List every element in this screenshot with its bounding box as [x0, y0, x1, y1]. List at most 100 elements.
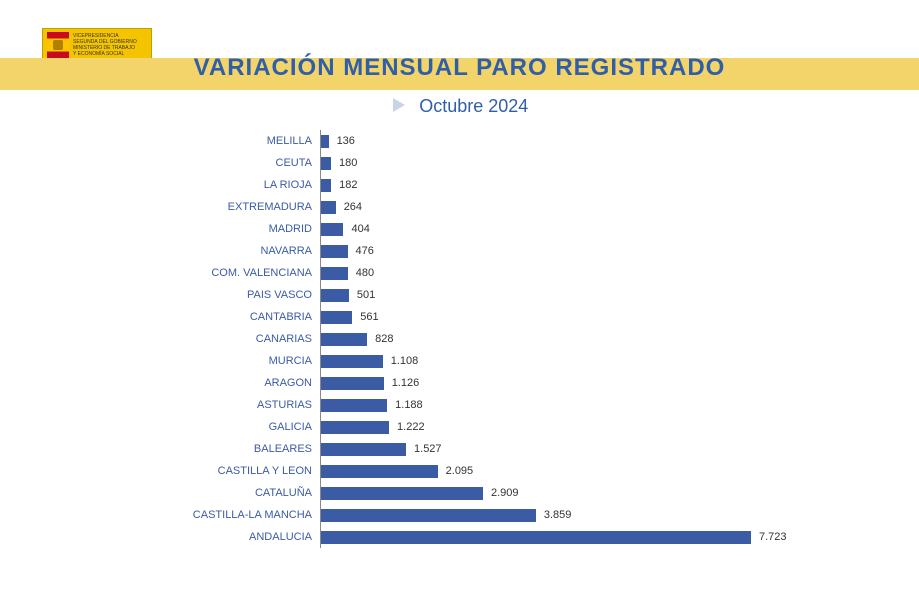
chart-row-label: PAIS VASCO	[110, 289, 320, 301]
chart-row-label: EXTREMADURA	[110, 201, 320, 213]
chart-row-label: CATALUÑA	[110, 487, 320, 499]
bar	[321, 509, 536, 522]
bar	[321, 201, 336, 214]
bar-wrap: 264	[321, 196, 850, 218]
bar-wrap: 1.108	[321, 350, 850, 372]
bar-wrap: 136	[321, 130, 850, 152]
bar-wrap: 501	[321, 284, 850, 306]
bar-value: 264	[344, 201, 362, 213]
bar	[321, 223, 343, 236]
bar-value: 3.859	[544, 509, 572, 521]
bar-wrap: 828	[321, 328, 850, 350]
chart-row-label: ARAGON	[110, 377, 320, 389]
bar	[321, 487, 483, 500]
chart-row-label: CASTILLA Y LEON	[110, 465, 320, 477]
bar	[321, 333, 367, 346]
chart-row-label: COM. VALENCIANA	[110, 267, 320, 279]
bar-wrap: 3.859	[321, 504, 850, 526]
bar-value: 501	[357, 289, 375, 301]
bar-wrap: 476	[321, 240, 850, 262]
bar-value: 1.108	[391, 355, 419, 367]
bar-chart: MELILLA 136 CEUTA 180 LA RIOJA 182 EXTREMADURA…	[110, 130, 850, 570]
chart-row: COM. VALENCIANA 480	[110, 262, 850, 284]
bar	[321, 421, 389, 434]
bar-wrap: 480	[321, 262, 850, 284]
bar-wrap: 182	[321, 174, 850, 196]
page-title: VARIACIÓN MENSUAL PARO REGISTRADO	[0, 54, 919, 82]
chart-row-label: NAVARRA	[110, 245, 320, 257]
bar-value: 1.126	[392, 377, 420, 389]
bar-value: 2.909	[491, 487, 519, 499]
bar-wrap: 561	[321, 306, 850, 328]
bar-wrap: 404	[321, 218, 850, 240]
chart-row: EXTREMADURA 264	[110, 196, 850, 218]
chart-row: CATALUÑA 2.909	[110, 482, 850, 504]
bar-value: 828	[375, 333, 393, 345]
chart-row: PAIS VASCO 501	[110, 284, 850, 306]
bar	[321, 399, 387, 412]
bar	[321, 267, 348, 280]
chart-row: CANTABRIA 561	[110, 306, 850, 328]
chart-row: LA RIOJA 182	[110, 174, 850, 196]
chart-row-label: CEUTA	[110, 157, 320, 169]
bar-value: 136	[337, 135, 355, 147]
bar-value: 561	[360, 311, 378, 323]
bar-wrap: 7.723	[321, 526, 850, 548]
bar	[321, 135, 329, 148]
chart-row: NAVARRA 476	[110, 240, 850, 262]
bar-wrap: 1.188	[321, 394, 850, 416]
bar-value: 480	[356, 267, 374, 279]
bar-wrap: 2.909	[321, 482, 850, 504]
chart-row: CASTILLA Y LEON 2.095	[110, 460, 850, 482]
bar-value: 476	[356, 245, 374, 257]
chart-row: GALICIA 1.222	[110, 416, 850, 438]
bar	[321, 355, 383, 368]
bar	[321, 443, 406, 456]
bar-value: 1.188	[395, 399, 423, 411]
chart-row: ASTURIAS 1.188	[110, 394, 850, 416]
bar	[321, 157, 331, 170]
bar-value: 182	[339, 179, 357, 191]
chart-row: CEUTA 180	[110, 152, 850, 174]
bar-value: 2.095	[446, 465, 474, 477]
chart-row-label: CASTILLA-LA MANCHA	[110, 509, 320, 521]
bar-value: 404	[351, 223, 369, 235]
chart-row-label: BALEARES	[110, 443, 320, 455]
bar-wrap: 180	[321, 152, 850, 174]
chart-row: MURCIA 1.108	[110, 350, 850, 372]
chart-row-label: MELILLA	[110, 135, 320, 147]
chart-row-label: MURCIA	[110, 355, 320, 367]
bar	[321, 179, 331, 192]
subtitle-row: Octubre 2024	[0, 96, 919, 117]
chart-row: ARAGON 1.126	[110, 372, 850, 394]
chart-row: MADRID 404	[110, 218, 850, 240]
chart-row-label: MADRID	[110, 223, 320, 235]
bar-wrap: 1.527	[321, 438, 850, 460]
bar-value: 1.222	[397, 421, 425, 433]
bar	[321, 531, 751, 544]
bar	[321, 245, 348, 258]
chart-row: CANARIAS 828	[110, 328, 850, 350]
bar-wrap: 1.222	[321, 416, 850, 438]
bar-wrap: 1.126	[321, 372, 850, 394]
subtitle-text: Octubre 2024	[419, 96, 528, 117]
bar	[321, 465, 438, 478]
bar	[321, 311, 352, 324]
bar-wrap: 2.095	[321, 460, 850, 482]
bar	[321, 289, 349, 302]
chart-row: ANDALUCIA 7.723	[110, 526, 850, 548]
chart-row: BALEARES 1.527	[110, 438, 850, 460]
chart-row-label: ANDALUCIA	[110, 531, 320, 543]
bar-value: 180	[339, 157, 357, 169]
arrow-right-icon	[391, 96, 409, 114]
bar-value: 1.527	[414, 443, 442, 455]
bar	[321, 377, 384, 390]
chart-row-label: GALICIA	[110, 421, 320, 433]
bar-value: 7.723	[759, 531, 787, 543]
chart-row: MELILLA 136	[110, 130, 850, 152]
chart-row-label: CANTABRIA	[110, 311, 320, 323]
chart-row-label: LA RIOJA	[110, 179, 320, 191]
chart-row-label: ASTURIAS	[110, 399, 320, 411]
chart-row-label: CANARIAS	[110, 333, 320, 345]
chart-row: CASTILLA-LA MANCHA 3.859	[110, 504, 850, 526]
